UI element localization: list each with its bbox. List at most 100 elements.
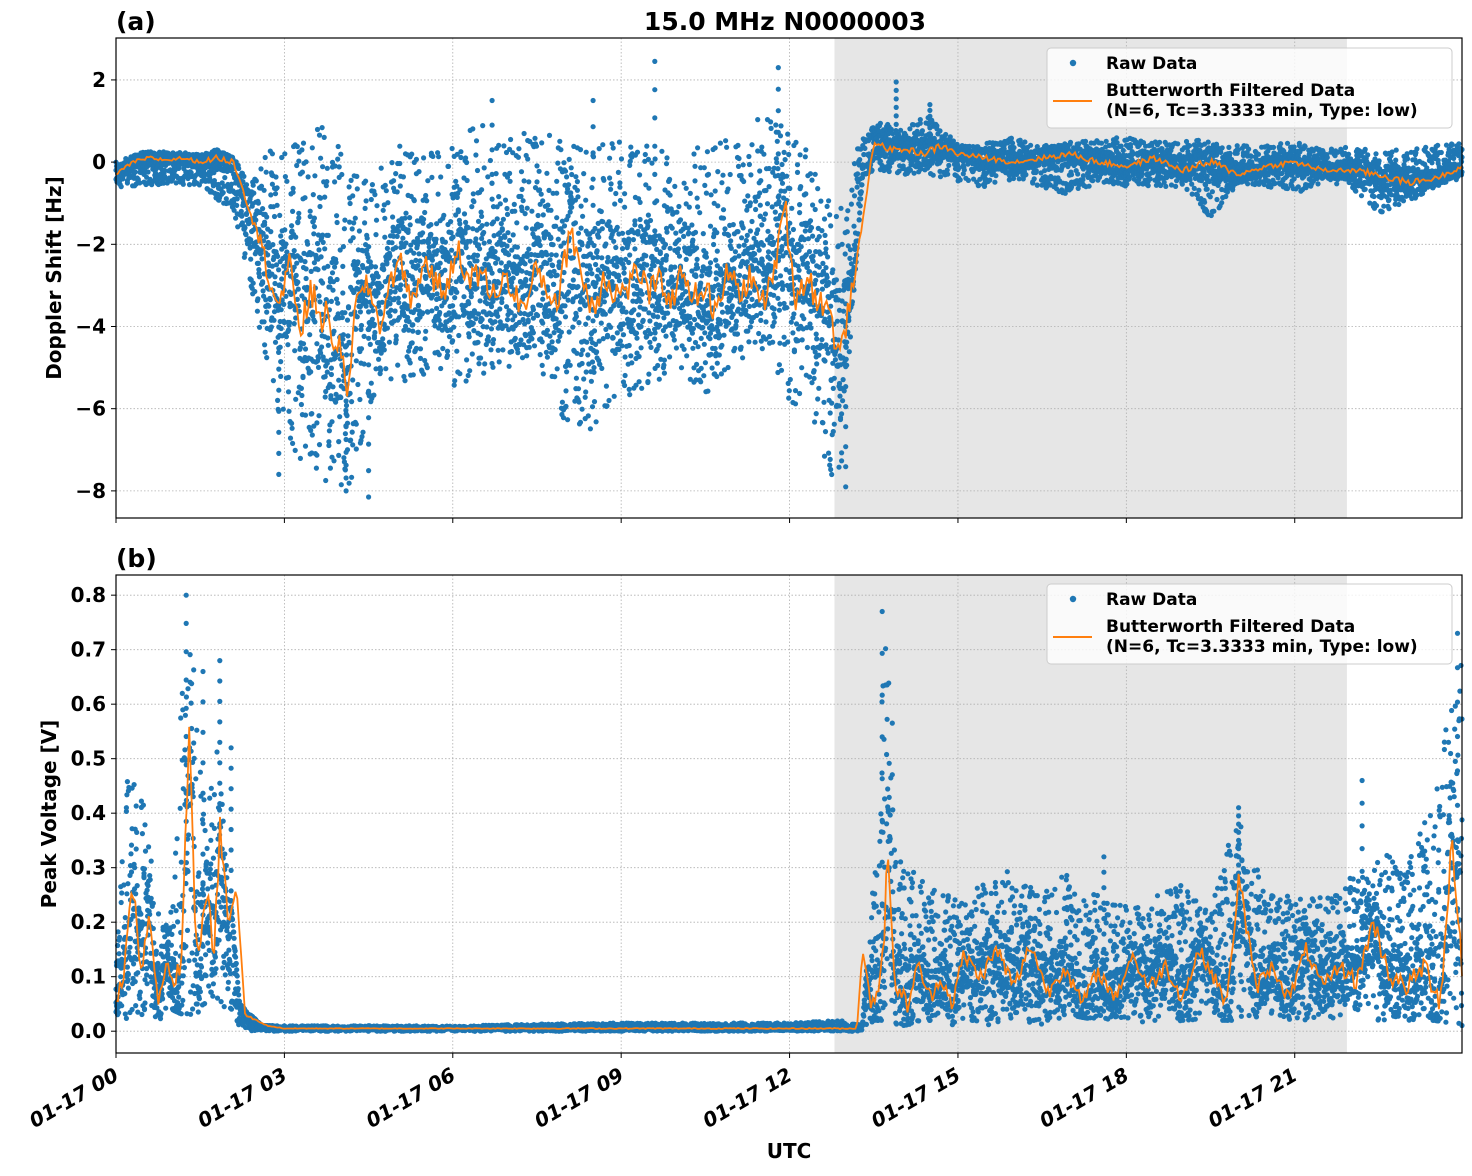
- raw-data-point: [644, 144, 649, 149]
- raw-data-point: [835, 319, 840, 324]
- raw-data-point: [314, 466, 319, 471]
- raw-data-point: [340, 315, 345, 320]
- raw-data-point: [617, 180, 622, 185]
- raw-data-point: [321, 240, 326, 245]
- raw-data-point: [446, 164, 451, 169]
- raw-data-point: [244, 182, 249, 187]
- raw-data-point: [825, 275, 830, 280]
- raw-data-point: [575, 284, 580, 289]
- raw-data-point: [360, 430, 365, 435]
- raw-data-point: [715, 361, 720, 366]
- raw-data-point: [324, 179, 329, 184]
- raw-data-point: [563, 388, 568, 393]
- raw-data-point: [349, 475, 354, 480]
- raw-data-point: [527, 345, 532, 350]
- raw-data-point: [378, 311, 383, 316]
- raw-data-point: [383, 183, 388, 188]
- raw-data-point: [299, 147, 304, 152]
- raw-data-point: [600, 226, 605, 231]
- raw-data-point: [662, 267, 667, 272]
- raw-data-point: [312, 173, 317, 178]
- raw-data-point: [808, 171, 813, 176]
- raw-data-point: [133, 169, 138, 174]
- raw-data-point: [627, 387, 632, 392]
- raw-data-point: [706, 172, 711, 177]
- raw-data-point: [648, 345, 653, 350]
- raw-data-point: [583, 389, 588, 394]
- raw-data-point: [402, 216, 407, 221]
- raw-data-point: [621, 321, 626, 326]
- raw-data-point: [255, 309, 260, 314]
- raw-data-point: [357, 397, 362, 402]
- raw-data-point: [395, 189, 400, 194]
- raw-data-point: [538, 303, 543, 308]
- raw-data-point: [632, 218, 637, 223]
- raw-data-point: [814, 332, 819, 337]
- raw-data-point: [839, 450, 844, 455]
- raw-data-point: [464, 160, 469, 165]
- raw-data-point: [776, 199, 781, 204]
- raw-data-point: [605, 255, 610, 260]
- raw-data-point: [545, 355, 550, 360]
- raw-data-point: [736, 307, 741, 312]
- raw-data-point: [309, 411, 314, 416]
- raw-data-point: [282, 227, 287, 232]
- raw-data-point: [337, 414, 342, 419]
- raw-data-point: [580, 361, 585, 366]
- raw-data-point: [614, 264, 619, 269]
- raw-data-point: [753, 340, 758, 345]
- raw-data-point: [349, 178, 354, 183]
- raw-data-point: [604, 292, 609, 297]
- raw-data-point: [501, 143, 506, 148]
- raw-data-point: [786, 396, 791, 401]
- raw-data-point: [507, 171, 512, 176]
- raw-data-point: [505, 317, 510, 322]
- raw-data-point: [603, 312, 608, 317]
- raw-data-point: [575, 179, 580, 184]
- raw-data-point: [276, 267, 281, 272]
- raw-data-point: [838, 206, 843, 211]
- raw-data-point: [299, 393, 304, 398]
- raw-data-point: [284, 179, 289, 184]
- raw-data-point: [373, 264, 378, 269]
- raw-data-point: [855, 171, 860, 176]
- raw-data-point: [580, 348, 585, 353]
- raw-data-point: [266, 304, 271, 309]
- raw-data-point: [753, 207, 758, 212]
- raw-data-point: [819, 228, 824, 233]
- raw-data-point: [547, 133, 552, 138]
- raw-data-point: [305, 242, 310, 247]
- raw-data-point: [343, 467, 348, 472]
- raw-data-point: [583, 322, 588, 327]
- raw-data-point: [766, 249, 771, 254]
- raw-data-point: [602, 299, 607, 304]
- raw-data-point: [857, 210, 862, 215]
- raw-data-point: [813, 207, 818, 212]
- raw-data-point: [347, 184, 352, 189]
- raw-data-point: [389, 240, 394, 245]
- raw-data-point: [841, 309, 846, 314]
- raw-data-point: [621, 332, 626, 337]
- raw-data-point: [256, 267, 261, 272]
- raw-data-point: [462, 211, 467, 216]
- raw-data-point: [555, 273, 560, 278]
- raw-data-point: [479, 236, 484, 241]
- raw-data-point: [534, 179, 539, 184]
- raw-data-point: [369, 197, 374, 202]
- raw-data-point: [474, 138, 479, 143]
- raw-data-point: [334, 213, 339, 218]
- raw-data-point: [672, 184, 677, 189]
- raw-data-point: [741, 162, 746, 167]
- raw-data-point: [682, 181, 687, 186]
- raw-data-point: [661, 363, 666, 368]
- raw-data-point: [243, 232, 248, 237]
- raw-data-point: [554, 253, 559, 258]
- raw-data-point: [303, 346, 308, 351]
- raw-data-point: [849, 188, 854, 193]
- raw-data-point: [493, 319, 498, 324]
- raw-data-point: [757, 168, 762, 173]
- raw-data-point: [574, 376, 579, 381]
- raw-data-point: [308, 428, 313, 433]
- raw-data-point: [354, 174, 359, 179]
- raw-data-point: [252, 289, 257, 294]
